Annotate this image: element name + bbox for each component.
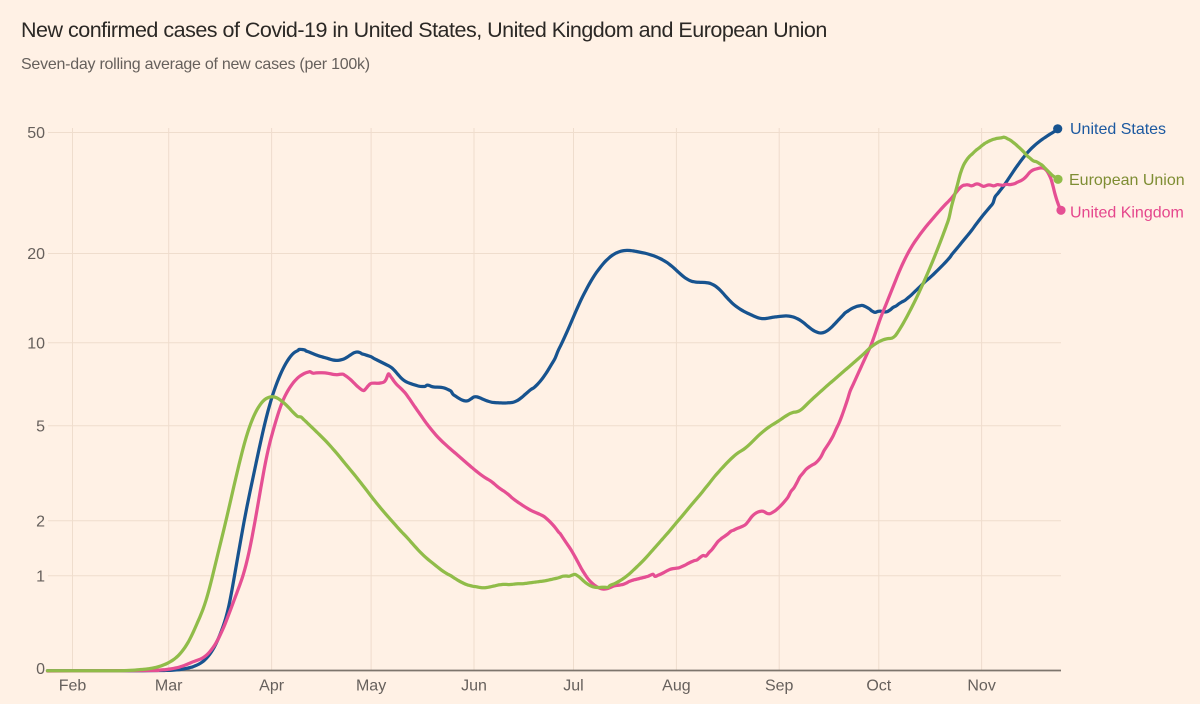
svg-text:0: 0 xyxy=(36,661,45,678)
svg-text:United States: United States xyxy=(1070,121,1166,138)
svg-text:Apr: Apr xyxy=(259,678,285,695)
svg-text:5: 5 xyxy=(36,418,45,435)
svg-text:May: May xyxy=(356,678,386,695)
svg-text:Feb: Feb xyxy=(59,678,87,695)
svg-text:European Union: European Union xyxy=(1069,172,1185,189)
svg-text:2: 2 xyxy=(36,513,45,530)
svg-text:Oct: Oct xyxy=(866,678,891,695)
svg-text:1: 1 xyxy=(36,568,45,585)
svg-text:Sep: Sep xyxy=(765,678,794,695)
svg-text:Jun: Jun xyxy=(461,678,487,695)
svg-text:Aug: Aug xyxy=(662,678,690,695)
svg-text:Jul: Jul xyxy=(563,678,583,695)
svg-text:Nov: Nov xyxy=(967,678,995,695)
svg-text:20: 20 xyxy=(27,246,45,263)
svg-text:Mar: Mar xyxy=(155,678,183,695)
svg-text:10: 10 xyxy=(27,335,45,352)
svg-text:United Kingdom: United Kingdom xyxy=(1070,205,1184,222)
svg-text:50: 50 xyxy=(27,125,45,142)
